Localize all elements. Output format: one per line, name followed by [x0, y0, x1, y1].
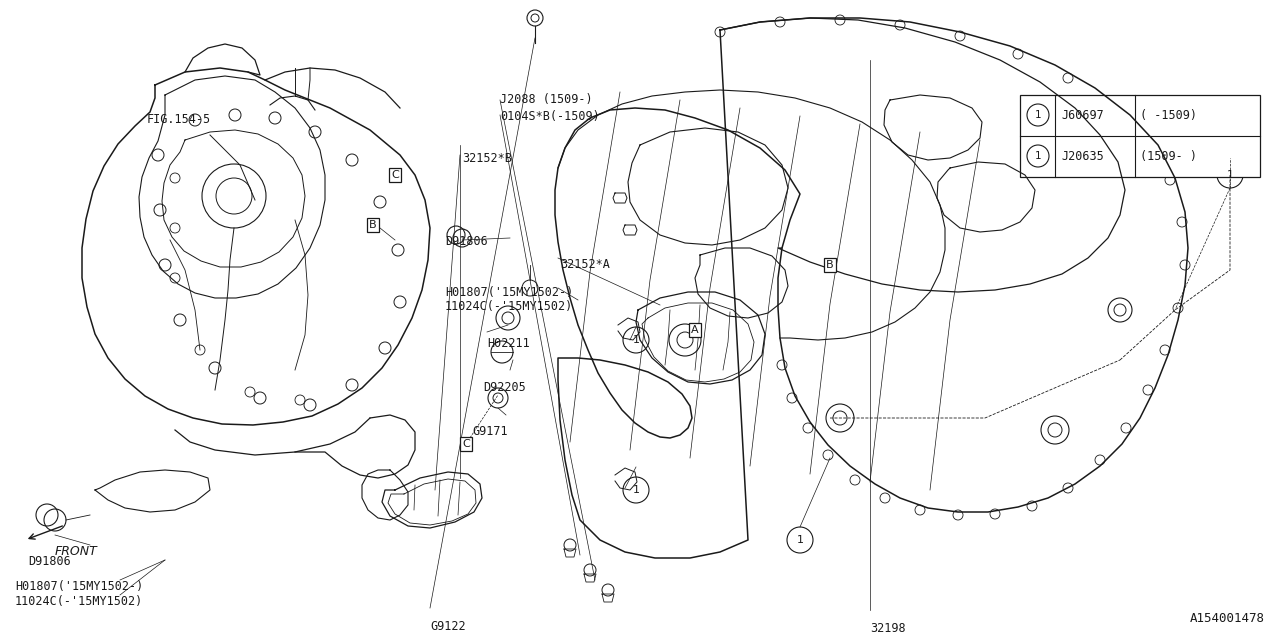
- Text: A154001478: A154001478: [1190, 612, 1265, 625]
- Text: B: B: [826, 260, 833, 270]
- Text: 1: 1: [1034, 151, 1042, 161]
- Text: H02211: H02211: [486, 337, 530, 350]
- Text: C: C: [392, 170, 399, 180]
- Text: C: C: [462, 439, 470, 449]
- Text: D91806: D91806: [445, 235, 488, 248]
- Text: G9122: G9122: [430, 620, 466, 633]
- Text: H01807('15MY1502-): H01807('15MY1502-): [445, 286, 573, 299]
- Text: 1: 1: [796, 535, 804, 545]
- Text: A: A: [691, 325, 699, 335]
- Text: 1: 1: [632, 485, 640, 495]
- Text: G9171: G9171: [472, 425, 508, 438]
- Text: FRONT: FRONT: [55, 545, 97, 558]
- Text: D91806: D91806: [28, 555, 70, 568]
- Circle shape: [623, 327, 649, 353]
- Text: 0104S*B(-1509): 0104S*B(-1509): [500, 110, 600, 123]
- Text: 32152*B: 32152*B: [462, 152, 512, 165]
- Text: 32198: 32198: [870, 622, 906, 635]
- Circle shape: [1027, 104, 1050, 126]
- Text: D92205: D92205: [483, 381, 526, 394]
- Text: 11024C(-'15MY1502): 11024C(-'15MY1502): [15, 595, 143, 608]
- Text: 11024C(-'15MY1502): 11024C(-'15MY1502): [445, 300, 573, 313]
- Text: ( -1509): ( -1509): [1140, 109, 1197, 122]
- Bar: [1020, 95, 1260, 177]
- Text: 1: 1: [1034, 110, 1042, 120]
- Text: 32152*A: 32152*A: [561, 258, 609, 271]
- Circle shape: [623, 477, 649, 503]
- Text: J60697: J60697: [1061, 109, 1103, 122]
- Text: 1: 1: [1226, 170, 1234, 180]
- Circle shape: [787, 527, 813, 553]
- Text: 1: 1: [632, 335, 640, 345]
- Text: FIG.154-5: FIG.154-5: [147, 113, 211, 126]
- Text: H01807('15MY1502-): H01807('15MY1502-): [15, 580, 143, 593]
- Text: J20635: J20635: [1061, 150, 1103, 163]
- Circle shape: [1217, 162, 1243, 188]
- Text: B: B: [369, 220, 376, 230]
- Circle shape: [1027, 145, 1050, 167]
- Text: J2088 (1509-): J2088 (1509-): [500, 93, 593, 106]
- Text: (1509- ): (1509- ): [1140, 150, 1197, 163]
